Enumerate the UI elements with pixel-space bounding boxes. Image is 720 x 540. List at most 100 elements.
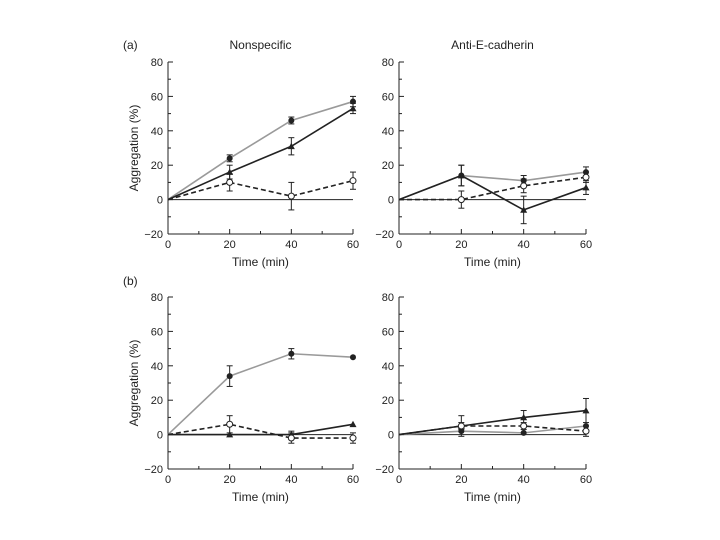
x-tick-label: 60	[580, 239, 592, 251]
data-point	[288, 350, 295, 357]
data-point	[226, 431, 234, 438]
series-black-filled-triangle	[398, 164, 590, 225]
x-axis-label: Time (min)	[464, 255, 521, 269]
data-point	[226, 373, 233, 380]
y-tick-label: 40	[151, 126, 163, 138]
series-line	[167, 100, 354, 201]
series-gray-filled-circle	[167, 348, 356, 436]
x-tick-label: 60	[347, 239, 359, 251]
x-tick-label: 0	[165, 239, 171, 251]
data-point	[520, 182, 528, 190]
x-tick-label: 20	[455, 239, 467, 251]
data-point	[350, 354, 356, 361]
panel-label-b: (b)	[123, 274, 138, 288]
series-black-filled-triangle	[167, 102, 357, 201]
series-line	[167, 352, 354, 436]
x-tick-label: 60	[347, 474, 359, 486]
y-tick-label: −20	[144, 229, 163, 241]
y-tick-label: 60	[151, 326, 163, 338]
y-tick-label: 40	[382, 361, 394, 373]
x-tick-label: 0	[165, 474, 171, 486]
series-line	[398, 174, 587, 211]
data-point	[520, 429, 527, 436]
x-tick-label: 60	[580, 474, 592, 486]
data-point	[457, 422, 465, 430]
x-axis-label: Time (min)	[232, 490, 289, 504]
y-tick-label: 60	[382, 91, 394, 103]
series-dashed-open-circle	[399, 171, 590, 209]
y-tick-label: 0	[157, 195, 163, 207]
data-point	[582, 427, 590, 435]
data-point	[349, 177, 357, 185]
y-tick-label: 80	[382, 292, 394, 304]
y-tick-label: 0	[388, 430, 394, 442]
y-tick-label: 0	[157, 430, 163, 442]
y-tick-label: −20	[375, 229, 394, 241]
x-axis-label: Time (min)	[232, 255, 289, 269]
data-point	[287, 192, 295, 200]
y-axis-label: Aggregation (%)	[127, 105, 141, 192]
data-point	[226, 155, 233, 162]
data-point	[287, 434, 295, 442]
y-axis-label: Aggregation (%)	[127, 340, 141, 427]
data-point	[582, 173, 590, 181]
series-dashed-open-circle	[167, 171, 357, 211]
data-point	[582, 184, 590, 191]
y-tick-label: 20	[382, 395, 394, 407]
data-point	[349, 104, 357, 112]
y-tick-label: 80	[151, 292, 163, 304]
data-point	[520, 413, 528, 421]
data-point	[287, 142, 295, 150]
y-tick-label: 80	[382, 57, 394, 69]
data-point	[226, 420, 234, 428]
series-line	[398, 409, 587, 436]
data-point	[349, 420, 357, 428]
chart-title: Nonspecific	[229, 38, 291, 52]
y-tick-label: 20	[382, 160, 394, 172]
y-tick-label: 0	[388, 195, 394, 207]
x-tick-label: 20	[224, 474, 236, 486]
series-line	[398, 425, 587, 436]
y-tick-label: 20	[151, 160, 163, 172]
data-point	[288, 117, 295, 124]
y-tick-label: 60	[382, 326, 394, 338]
x-tick-label: 40	[285, 474, 297, 486]
x-tick-label: 20	[224, 239, 236, 251]
x-tick-label: 40	[285, 239, 297, 251]
y-tick-label: 40	[382, 126, 394, 138]
series-line	[398, 425, 587, 436]
y-tick-label: −20	[144, 464, 163, 476]
data-point	[349, 434, 357, 442]
data-point	[226, 178, 234, 186]
y-tick-label: 40	[151, 361, 163, 373]
series-line	[168, 423, 354, 436]
series-line	[167, 107, 354, 201]
y-tick-label: −20	[375, 464, 394, 476]
data-point	[582, 407, 590, 414]
series-line	[167, 179, 354, 201]
x-tick-label: 0	[396, 474, 402, 486]
series-gray-filled-circle	[167, 95, 356, 201]
x-tick-label: 40	[518, 474, 530, 486]
series-line	[167, 423, 353, 439]
data-point	[457, 172, 465, 179]
data-point	[457, 196, 465, 204]
data-point	[520, 206, 528, 213]
x-tick-label: 40	[518, 239, 530, 251]
y-tick-label: 60	[151, 91, 163, 103]
series-dashed-open-circle	[398, 422, 590, 437]
y-tick-label: 20	[151, 395, 163, 407]
x-axis-label: Time (min)	[464, 490, 521, 504]
y-tick-label: 80	[151, 57, 163, 69]
x-tick-label: 20	[455, 474, 467, 486]
chart-title: Anti-E-cadherin	[451, 38, 534, 52]
panel-label-a: (a)	[123, 38, 138, 52]
series-dashed-open-circle	[167, 415, 357, 444]
x-tick-label: 0	[396, 239, 402, 251]
